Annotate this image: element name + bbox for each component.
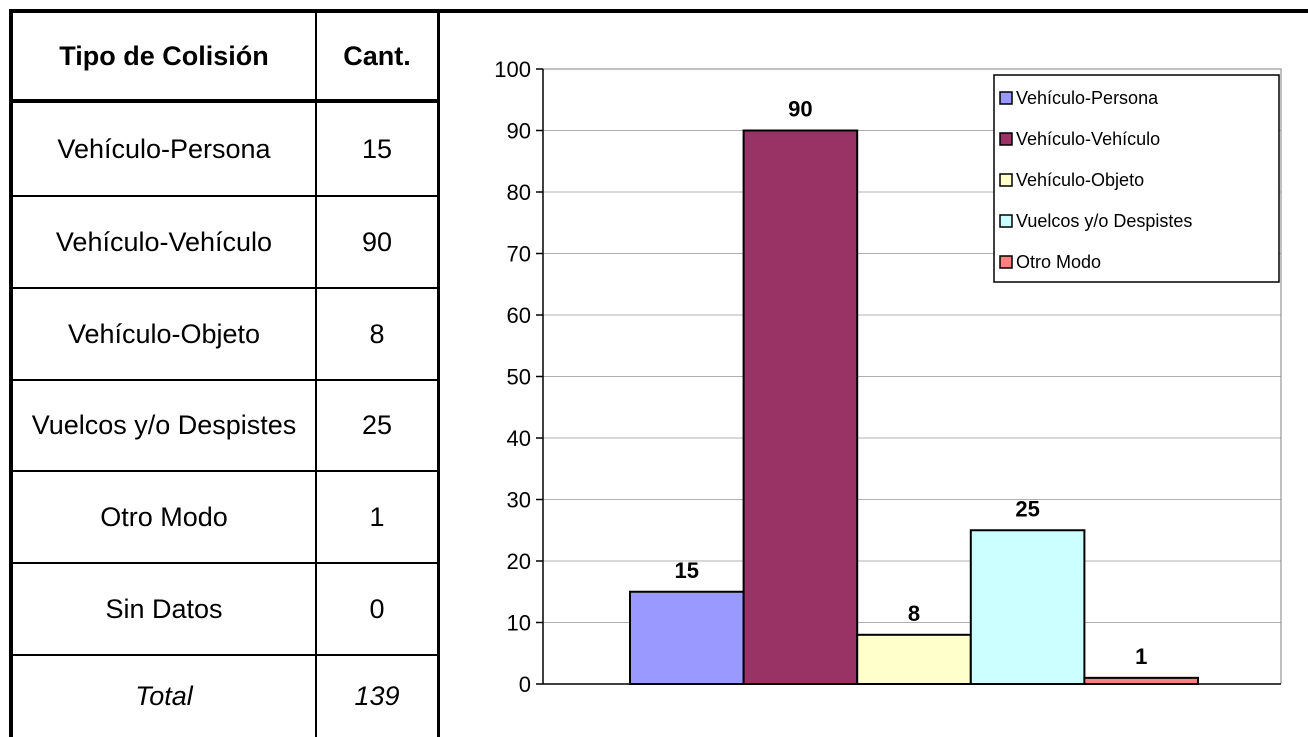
table-row: Vehículo-Persona 15: [13, 101, 437, 195]
legend-label: Vehículo-Vehículo: [1016, 129, 1160, 149]
table-header-row: Tipo de Colisión Cant.: [13, 13, 437, 101]
row-value: 90: [361, 226, 393, 257]
legend-swatch: [999, 91, 1013, 105]
chart-canvas: 159082510102030405060708090100Vehículo-P…: [494, 57, 1282, 697]
legend-swatch: [999, 173, 1013, 187]
table-total-row: Total 139: [13, 654, 437, 737]
y-tick-label: 70: [507, 242, 531, 267]
bar-chart: 15 90 8 25 1 0 10 20 30 40 50 60 70 80 90 100 Vehículo-P…: [444, 13, 1308, 737]
row-value: 1: [369, 501, 385, 532]
header-quantity: Cant.: [343, 40, 411, 71]
table-row: Otro Modo 1: [13, 470, 437, 562]
legend-box: [993, 74, 1280, 283]
y-tick-label: 30: [507, 488, 531, 513]
table-row: Vuelcos y/o Despistes 25: [13, 379, 437, 470]
y-tick-label: 20: [507, 549, 531, 574]
row-value: 25: [361, 410, 393, 440]
legend-swatch: [999, 132, 1013, 146]
table-row: Vehículo-Objeto 8: [13, 287, 437, 379]
bar: [629, 590, 745, 685]
y-tick-label: 10: [507, 611, 531, 636]
y-tick-label: 80: [507, 180, 531, 205]
row-label: Otro Modo: [13, 472, 317, 562]
row-label: Vuelcos y/o Despistes: [13, 381, 317, 470]
y-tick-label: 90: [507, 119, 531, 144]
row-value: 15: [361, 133, 393, 164]
data-label: 90: [788, 97, 812, 122]
bar: [969, 529, 1086, 685]
figure-frame: [9, 9, 1308, 737]
legend-swatch: [999, 255, 1013, 269]
data-label: 8: [908, 601, 920, 626]
data-label: 25: [1015, 496, 1039, 521]
legend-label: Otro Modo: [1016, 252, 1101, 272]
bar: [742, 129, 859, 685]
row-label: Vehículo-Persona: [13, 103, 317, 195]
table-row: Sin Datos 0: [13, 562, 437, 654]
table-row: Vehículo-Vehículo 90: [13, 195, 437, 287]
data-label: 1: [1135, 644, 1147, 669]
y-tick-label: 50: [507, 365, 531, 390]
row-label: Sin Datos: [13, 564, 317, 654]
legend-swatch: [999, 214, 1013, 228]
bar: [1083, 676, 1200, 685]
y-tick-label: 60: [507, 303, 531, 328]
plot-border: [543, 68, 1282, 684]
legend-label: Vuelcos y/o Despistes: [1016, 211, 1192, 231]
row-value: 8: [369, 318, 385, 349]
row-label: Vehículo-Vehículo: [13, 197, 317, 287]
header-collision-type: Tipo de Colisión: [13, 13, 317, 99]
collision-table: Tipo de Colisión Cant. Vehículo-Persona …: [13, 13, 440, 737]
y-tick-label: 0: [519, 672, 531, 697]
total-label: Total: [13, 656, 317, 737]
legend-label: Vehículo-Persona: [1016, 88, 1159, 108]
legend-label: Vehículo-Objeto: [1016, 170, 1144, 190]
y-tick-label: 100: [494, 57, 531, 82]
data-label: 15: [675, 558, 699, 583]
y-tick-label: 40: [507, 426, 531, 451]
row-label: Vehículo-Objeto: [13, 289, 317, 379]
bar: [856, 633, 972, 685]
row-value: 0: [369, 593, 385, 624]
total-value: 139: [354, 681, 400, 711]
